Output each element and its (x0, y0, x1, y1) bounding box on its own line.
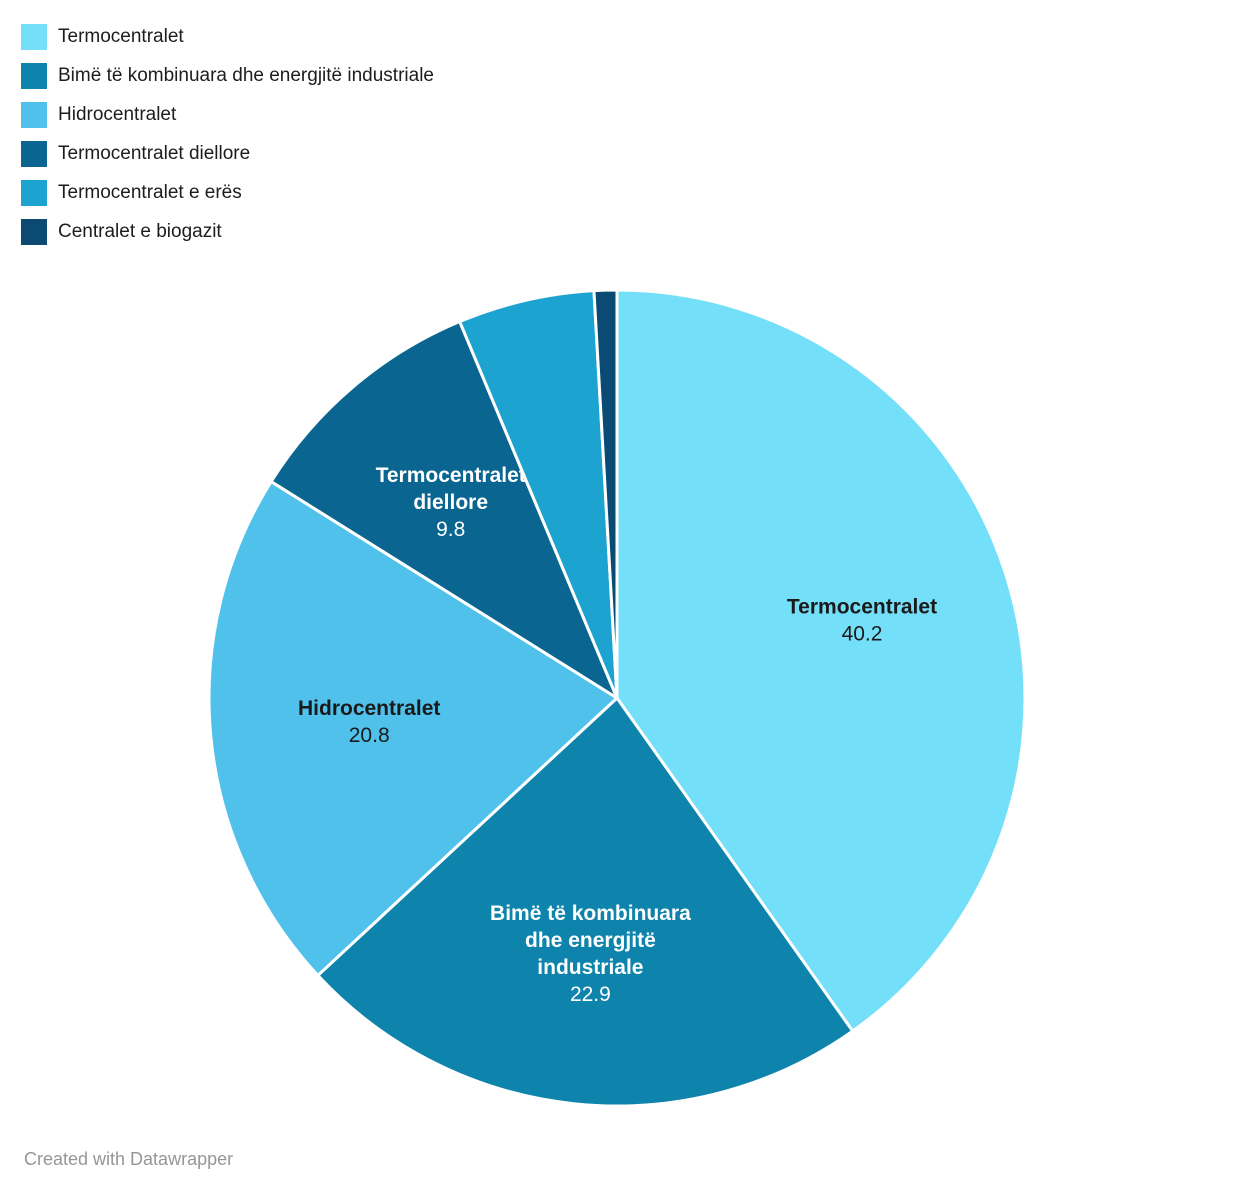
legend-item-termocentralet-e-er-s: Termocentralet e erës (21, 180, 434, 206)
legend-item-termocentralet: Termocentralet (21, 24, 434, 50)
legend-swatch (21, 141, 47, 167)
datawrapper-credit[interactable]: Created with Datawrapper (24, 1149, 234, 1169)
legend-label: Termocentralet (58, 26, 184, 47)
legend-label: Bimë të kombinuara dhe energjitë industr… (58, 65, 434, 86)
legend-swatch (21, 180, 47, 206)
legend-swatch (21, 102, 47, 128)
slice-label-bim-t-kombinuara-dhe-energjit-industriale: Bimë të kombinuara dhe energjitë industria… (490, 902, 691, 1006)
legend: Termocentralet Bimë të kombinuara dhe en… (21, 24, 434, 258)
pie-slice-termocentralet-diellore[interactable] (269, 320, 619, 700)
legend-swatch (21, 63, 47, 89)
legend-label: Termocentralet diellore (58, 143, 251, 164)
legend-item-termocentralet-diellore: Termocentralet diellore (21, 141, 434, 167)
legend-label: Centralet e biogazit (58, 221, 222, 242)
legend-item-centralet-e-biogazit: Centralet e biogazit (21, 219, 434, 245)
slice-label-termocentralet-diellore: Termocentralet diellore 9.8 (376, 464, 526, 541)
legend-label: Termocentralet e erës (58, 182, 242, 203)
legend-item-hidrocentralet: Hidrocentralet (21, 102, 434, 128)
legend-swatch (21, 219, 47, 245)
legend-swatch (21, 24, 47, 50)
slice-label-termocentralet: Termocentralet 40.2 (787, 596, 937, 646)
pie-slice-hidrocentralet[interactable] (207, 480, 619, 977)
legend-item-bim-t-kombinuara-dhe-energjit-industriale: Bimë të kombinuara dhe energjitë industr… (21, 63, 434, 89)
pie-slice-centralet-e-biogazit[interactable] (592, 288, 619, 700)
pie-slice-bim-t-kombinuara-dhe-energjit-industriale[interactable] (316, 696, 855, 1108)
legend-label: Hidrocentralet (58, 104, 177, 125)
slice-label-hidrocentralet: Hidrocentralet 20.8 (298, 697, 440, 747)
pie-slice-termocentralet-e-er-s[interactable] (458, 289, 619, 700)
pie-slice-termocentralet[interactable] (615, 288, 1027, 1033)
